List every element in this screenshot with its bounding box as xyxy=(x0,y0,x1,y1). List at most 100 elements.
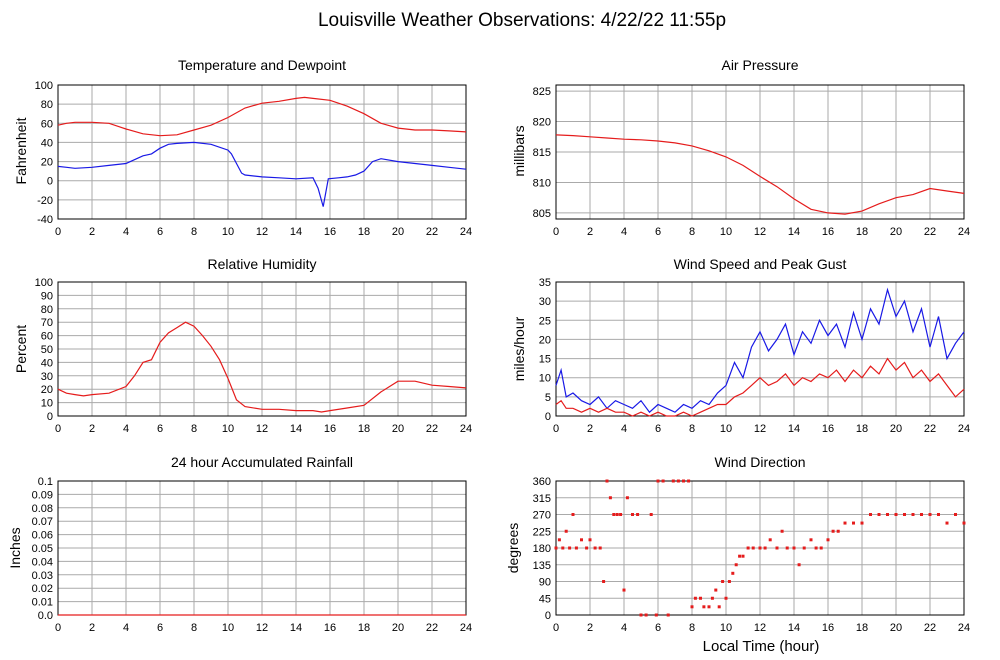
data-point xyxy=(693,596,697,600)
y-tick-label: 30 xyxy=(41,371,53,383)
x-tick-label: 16 xyxy=(324,622,336,634)
y-tick-label: 180 xyxy=(533,543,551,555)
x-tick-label: 12 xyxy=(754,622,766,634)
y-tick-label: 80 xyxy=(41,99,53,111)
x-tick-label: 16 xyxy=(324,226,336,238)
data-point xyxy=(593,546,597,550)
data-point xyxy=(619,513,623,516)
x-tick-label: 10 xyxy=(720,226,732,238)
y-tick-label: 0.07 xyxy=(32,516,53,528)
y-tick-label: 815 xyxy=(533,147,551,159)
x-tick-label: 0 xyxy=(553,622,559,634)
data-point xyxy=(792,546,796,550)
x-tick-label: 10 xyxy=(222,226,234,238)
x-tick-label: 24 xyxy=(958,423,970,435)
y-tick-label: 0 xyxy=(47,411,53,423)
x-tick-label: 4 xyxy=(621,622,627,634)
x-tick-label: 22 xyxy=(426,423,438,435)
x-tick-label: 18 xyxy=(856,622,868,634)
data-point xyxy=(636,513,640,516)
x-tick-label: 16 xyxy=(822,423,834,435)
series-line xyxy=(555,287,965,414)
data-point xyxy=(814,546,818,550)
data-point xyxy=(571,513,575,516)
x-tick-label: 4 xyxy=(621,226,627,238)
plot-rainfall: 0 2 4 6 8 10 12 14 16 18 20 22 240.00.010.020.030.04… xyxy=(32,476,473,634)
data-point xyxy=(608,496,612,500)
x-tick-label: 6 xyxy=(157,226,163,238)
x-tick-label: 0 xyxy=(553,226,559,238)
plot-wind-direction: 0 2 4 6 8 10 12 14 16 18 20 22 240459013518022527031… xyxy=(533,476,970,634)
data-point xyxy=(724,596,728,600)
x-tick-label: 20 xyxy=(890,622,902,634)
data-point xyxy=(702,605,706,609)
y-tick-label: 10 xyxy=(41,398,53,410)
chart-title: 24 hour Accumulated Rainfall xyxy=(171,454,353,470)
chart-wind-direction: Wind Direction degrees xyxy=(505,454,806,573)
y-axis-label: Fahrenheit xyxy=(13,117,29,184)
plot-frame xyxy=(555,281,965,417)
data-point xyxy=(746,546,750,550)
x-tick-label: 14 xyxy=(290,622,302,634)
x-tick-label: 12 xyxy=(754,226,766,238)
data-point xyxy=(852,521,855,525)
x-tick-label: 14 xyxy=(788,622,800,634)
y-tick-label: 0.04 xyxy=(32,556,53,568)
chart-title: Wind Speed and Peak Gust xyxy=(674,256,847,272)
data-point xyxy=(962,521,966,525)
data-point xyxy=(843,521,847,525)
data-point xyxy=(639,613,643,617)
y-tick-label: 0 xyxy=(545,610,551,622)
plot-frame xyxy=(57,281,467,417)
y-tick-label: 0.02 xyxy=(32,583,53,595)
x-tick-label: 8 xyxy=(689,423,695,435)
data-point xyxy=(690,605,694,609)
y-tick-label: 315 xyxy=(533,493,551,505)
x-tick-label: 20 xyxy=(890,423,902,435)
data-point xyxy=(734,563,738,567)
chart-temperature-dewpoint: Temperature and Dewpoint Fahrenheit xyxy=(13,57,346,184)
x-tick-label: 2 xyxy=(587,622,593,634)
y-tick-label: 360 xyxy=(533,476,551,488)
x-tick-label: 4 xyxy=(621,423,627,435)
data-point xyxy=(937,513,940,516)
data-point xyxy=(699,596,702,600)
y-axis-label: millibars xyxy=(511,125,527,176)
x-tick-label: 22 xyxy=(924,423,936,435)
x-tick-label: 2 xyxy=(89,423,95,435)
data-point xyxy=(903,513,906,516)
data-point xyxy=(568,546,572,550)
x-tick-label: 12 xyxy=(256,622,268,634)
y-tick-label: 100 xyxy=(35,277,53,289)
y-tick-label: 820 xyxy=(533,117,551,129)
data-point xyxy=(649,513,653,516)
x-tick-label: 8 xyxy=(689,226,695,238)
x-tick-label: 14 xyxy=(290,423,302,435)
data-point xyxy=(826,538,830,542)
x-tick-label: 4 xyxy=(123,423,129,435)
x-tick-label: 24 xyxy=(460,622,472,634)
x-tick-label: 0 xyxy=(553,423,559,435)
x-tick-label: 10 xyxy=(222,622,234,634)
data-point xyxy=(954,513,957,516)
x-tick-label: 24 xyxy=(958,622,970,634)
data-point xyxy=(860,521,864,525)
y-tick-label: 40 xyxy=(41,357,53,369)
y-tick-label: 20 xyxy=(41,384,53,396)
x-tick-label: 6 xyxy=(655,226,661,238)
y-tick-label: 15 xyxy=(539,354,551,366)
y-axis-label: degrees xyxy=(505,523,521,574)
data-point xyxy=(682,479,685,483)
y-tick-label: 825 xyxy=(533,86,551,98)
plot-frame xyxy=(555,84,965,220)
y-tick-label: 70 xyxy=(41,317,53,329)
x-tick-label: 20 xyxy=(392,622,404,634)
data-point xyxy=(775,546,779,550)
y-tick-label: 80 xyxy=(41,304,53,316)
y-tick-label: 100 xyxy=(35,80,53,92)
x-tick-label: 12 xyxy=(256,226,268,238)
y-axis-label: Percent xyxy=(13,325,29,373)
y-tick-label: -40 xyxy=(37,214,53,226)
data-point xyxy=(654,613,658,617)
